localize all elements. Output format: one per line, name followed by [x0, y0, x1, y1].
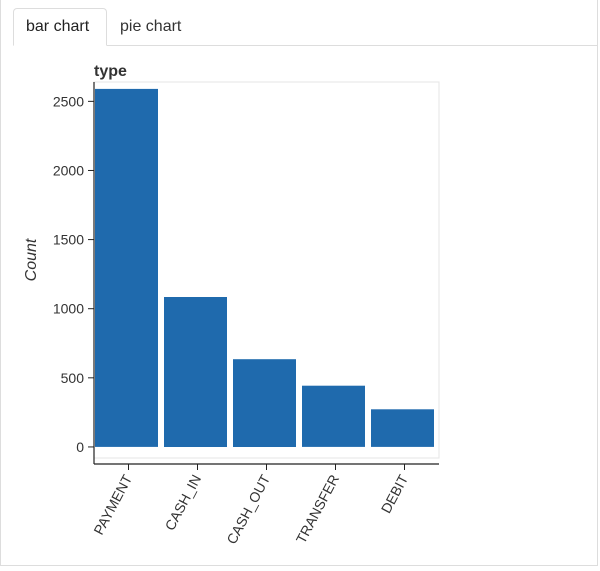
chart-area: 0 500 1000 1500 2000 2500 PAYMENT CASH_IN CASH_O… — [0, 46, 600, 566]
tab-divider — [107, 45, 598, 46]
bar-transfer[interactable] — [302, 385, 365, 447]
bar-cash-in[interactable] — [164, 297, 227, 447]
tab-pie-chart[interactable]: pie chart — [120, 18, 182, 35]
y-tick-label: 1000 — [53, 301, 84, 317]
y-axis-label: Count — [23, 238, 40, 281]
y-tick-label: 2500 — [53, 93, 84, 109]
y-tick-label: 1500 — [53, 232, 84, 248]
bar-cash-out[interactable] — [233, 359, 296, 447]
x-tick-label: CASH_OUT — [223, 472, 273, 547]
y-tick-label: 2000 — [53, 162, 84, 178]
bar-debit[interactable] — [371, 409, 434, 447]
x-tick-label: TRANSFER — [293, 472, 343, 546]
y-tick-label: 500 — [61, 370, 85, 386]
x-tick-label: DEBIT — [378, 472, 412, 516]
tab-bar-chart[interactable]: bar chart — [13, 8, 107, 46]
bar-payment[interactable] — [95, 88, 158, 447]
tab-bar: bar chart pie chart — [0, 0, 600, 46]
x-tick-label: CASH_IN — [162, 472, 205, 533]
y-tick-label: 0 — [76, 439, 84, 455]
chart-title: type — [94, 63, 127, 80]
x-tick-label: PAYMENT — [90, 472, 135, 538]
bar-chart: 0 500 1000 1500 2000 2500 PAYMENT CASH_IN CASH_O… — [23, 63, 440, 547]
